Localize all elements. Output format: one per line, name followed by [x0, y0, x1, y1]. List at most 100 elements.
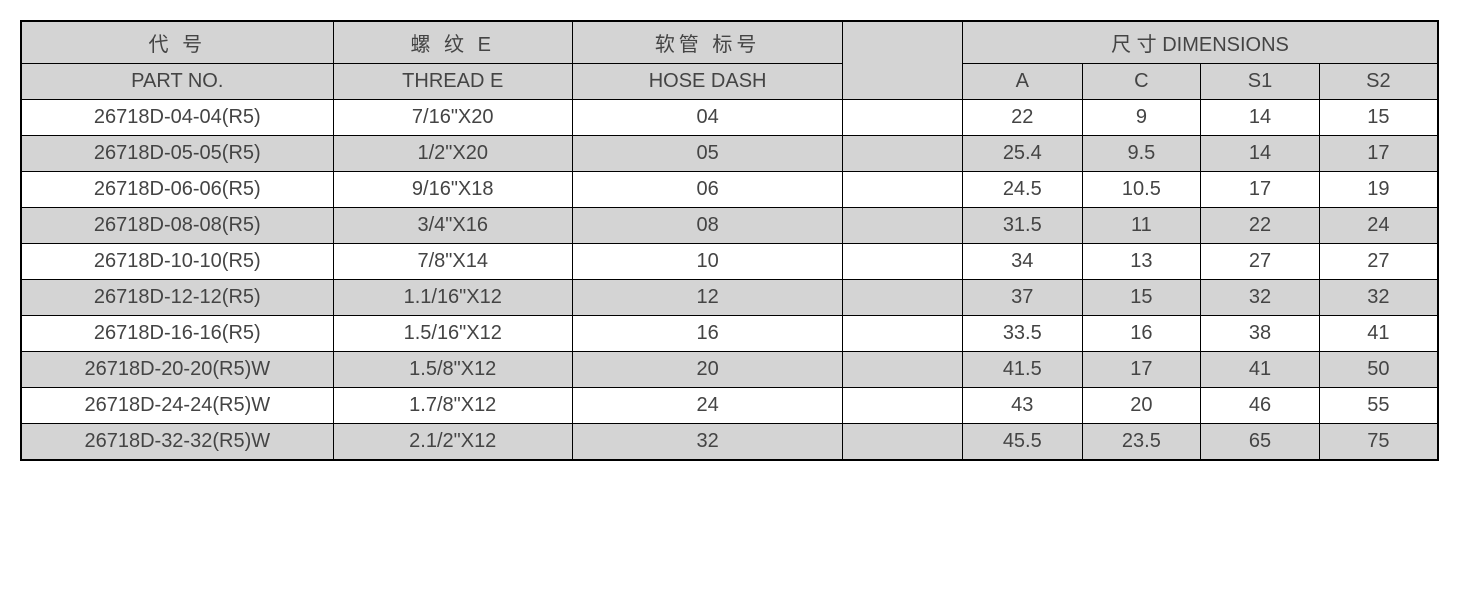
cell-blank: [843, 100, 963, 136]
cell-part: 26718D-32-32(R5)W: [21, 424, 333, 461]
cell-S1: 17: [1201, 172, 1320, 208]
hdr-dimensions: 尺 寸 DIMENSIONS: [962, 21, 1438, 64]
cell-thread: 1.1/16"X12: [333, 280, 572, 316]
cell-C: 9.5: [1082, 136, 1201, 172]
cell-thread: 7/8"X14: [333, 244, 572, 280]
table-row: 26718D-08-08(R5)3/4"X1608 31.5112224: [21, 208, 1438, 244]
cell-S1: 14: [1201, 100, 1320, 136]
cell-A: 43: [962, 388, 1082, 424]
cell-S2: 55: [1319, 388, 1438, 424]
cell-S2: 75: [1319, 424, 1438, 461]
hdr-A: A: [962, 64, 1082, 100]
cell-S1: 41: [1201, 352, 1320, 388]
hdr-hose-en: HOSE DASH: [572, 64, 842, 100]
cell-A: 24.5: [962, 172, 1082, 208]
cell-S1: 22: [1201, 208, 1320, 244]
cell-C: 16: [1082, 316, 1201, 352]
cell-part: 26718D-05-05(R5): [21, 136, 333, 172]
hdr-S1: S1: [1201, 64, 1320, 100]
cell-part: 26718D-20-20(R5)W: [21, 352, 333, 388]
hdr-hose-cn: 软管 标号: [572, 21, 842, 64]
cell-S2: 15: [1319, 100, 1438, 136]
cell-C: 9: [1082, 100, 1201, 136]
cell-part: 26718D-16-16(R5): [21, 316, 333, 352]
table-row: 26718D-24-24(R5)W1.7/8"X1224 43204655: [21, 388, 1438, 424]
cell-hose: 16: [572, 316, 842, 352]
cell-part: 26718D-10-10(R5): [21, 244, 333, 280]
cell-thread: 9/16"X18: [333, 172, 572, 208]
table-row: 26718D-04-04(R5)7/16"X2004 2291415: [21, 100, 1438, 136]
hdr-S2: S2: [1319, 64, 1438, 100]
table-row: 26718D-20-20(R5)W1.5/8"X1220 41.5174150: [21, 352, 1438, 388]
hdr-part-en: PART NO.: [21, 64, 333, 100]
cell-hose: 08: [572, 208, 842, 244]
table-row: 26718D-10-10(R5)7/8"X141034132727: [21, 244, 1438, 280]
cell-blank: [843, 352, 963, 388]
cell-part: 26718D-24-24(R5)W: [21, 388, 333, 424]
cell-C: 15: [1082, 280, 1201, 316]
cell-A: 37: [962, 280, 1082, 316]
cell-thread: 1.5/8"X12: [333, 352, 572, 388]
cell-A: 41.5: [962, 352, 1082, 388]
cell-S1: 27: [1201, 244, 1320, 280]
table-row: 26718D-32-32(R5)W2.1/2"X1232 45.523.56575: [21, 424, 1438, 461]
table-row: 26718D-16-16(R5)1.5/16"X121633.5163841: [21, 316, 1438, 352]
cell-S2: 24: [1319, 208, 1438, 244]
cell-hose: 12: [572, 280, 842, 316]
spec-table: 代 号 螺 纹 E 软管 标号 尺 寸 DIMENSIONS PART NO. …: [20, 20, 1439, 461]
cell-A: 45.5: [962, 424, 1082, 461]
cell-S1: 32: [1201, 280, 1320, 316]
cell-part: 26718D-04-04(R5): [21, 100, 333, 136]
cell-A: 34: [962, 244, 1082, 280]
cell-C: 23.5: [1082, 424, 1201, 461]
cell-S1: 38: [1201, 316, 1320, 352]
cell-thread: 2.1/2"X12: [333, 424, 572, 461]
cell-thread: 1.7/8"X12: [333, 388, 572, 424]
hdr-C: C: [1082, 64, 1201, 100]
cell-part: 26718D-08-08(R5): [21, 208, 333, 244]
cell-hose: 06: [572, 172, 842, 208]
cell-blank: [843, 388, 963, 424]
cell-hose: 24: [572, 388, 842, 424]
table-row: 26718D-05-05(R5)1/2"X200525.49.51417: [21, 136, 1438, 172]
cell-S2: 19: [1319, 172, 1438, 208]
cell-thread: 7/16"X20: [333, 100, 572, 136]
cell-S2: 50: [1319, 352, 1438, 388]
cell-thread: 1.5/16"X12: [333, 316, 572, 352]
cell-S2: 41: [1319, 316, 1438, 352]
cell-S1: 46: [1201, 388, 1320, 424]
cell-hose: 04: [572, 100, 842, 136]
cell-S2: 32: [1319, 280, 1438, 316]
table-row: 26718D-06-06(R5)9/16"X1806 24.510.51719: [21, 172, 1438, 208]
cell-A: 31.5: [962, 208, 1082, 244]
cell-A: 22: [962, 100, 1082, 136]
cell-blank: [843, 136, 963, 172]
cell-thread: 3/4"X16: [333, 208, 572, 244]
hdr-blank: [843, 21, 963, 100]
hdr-part-cn: 代 号: [21, 21, 333, 64]
cell-blank: [843, 316, 963, 352]
cell-C: 20: [1082, 388, 1201, 424]
cell-C: 17: [1082, 352, 1201, 388]
cell-C: 10.5: [1082, 172, 1201, 208]
cell-A: 33.5: [962, 316, 1082, 352]
cell-hose: 10: [572, 244, 842, 280]
cell-S1: 65: [1201, 424, 1320, 461]
table-body: 26718D-04-04(R5)7/16"X2004229141526718D-…: [21, 100, 1438, 461]
cell-hose: 20: [572, 352, 842, 388]
cell-S1: 14: [1201, 136, 1320, 172]
cell-S2: 17: [1319, 136, 1438, 172]
cell-blank: [843, 244, 963, 280]
cell-part: 26718D-06-06(R5): [21, 172, 333, 208]
cell-blank: [843, 208, 963, 244]
cell-C: 11: [1082, 208, 1201, 244]
table-header: 代 号 螺 纹 E 软管 标号 尺 寸 DIMENSIONS PART NO. …: [21, 21, 1438, 100]
cell-blank: [843, 280, 963, 316]
cell-hose: 32: [572, 424, 842, 461]
hdr-thread-en: THREAD E: [333, 64, 572, 100]
cell-hose: 05: [572, 136, 842, 172]
cell-C: 13: [1082, 244, 1201, 280]
cell-S2: 27: [1319, 244, 1438, 280]
hdr-thread-cn: 螺 纹 E: [333, 21, 572, 64]
table-row: 26718D-12-12(R5)1.1/16"X121237153232: [21, 280, 1438, 316]
